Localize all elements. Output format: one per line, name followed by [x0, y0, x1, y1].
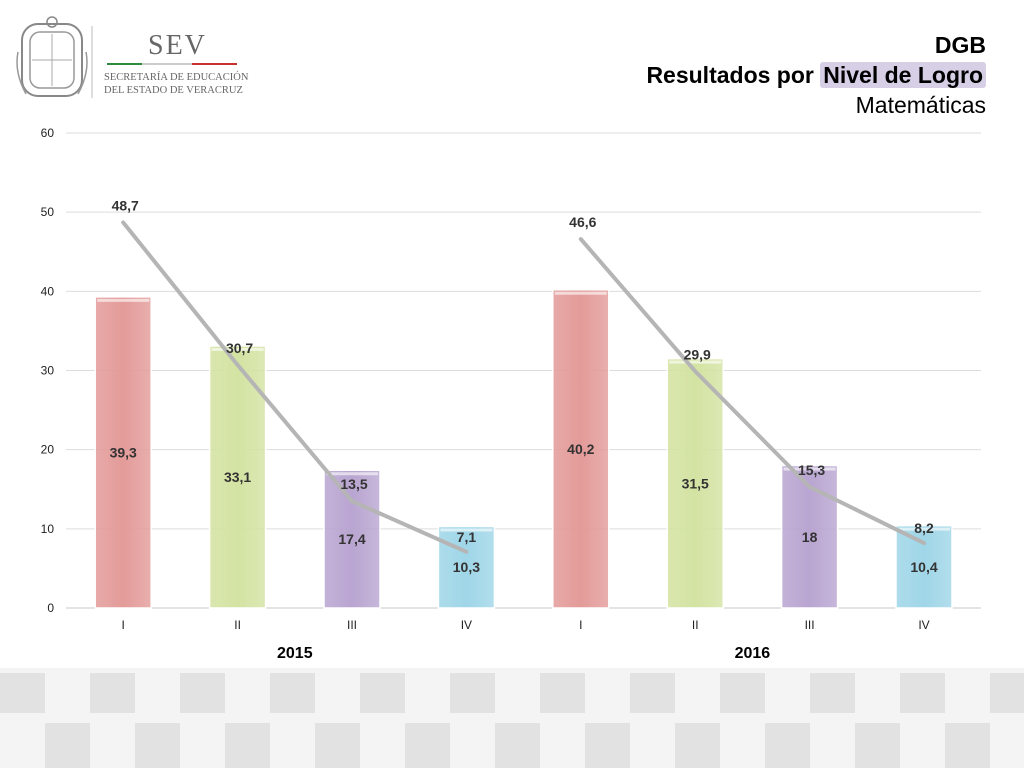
bar-2015-I — [94, 296, 152, 609]
label-layer: 39,3I33,1II17,4III10,3IV48,730,713,57,12… — [110, 197, 938, 662]
line-value-label: 30,7 — [226, 340, 253, 356]
x-tick-label: I — [122, 618, 125, 632]
footer-decoration — [0, 668, 1024, 768]
bar-2015-III — [323, 469, 381, 609]
y-tick-label: 40 — [41, 284, 55, 298]
y-tick-label: 20 — [41, 443, 55, 457]
group-label-2015: 2015 — [277, 645, 313, 662]
bar-layer — [94, 289, 953, 609]
bar-highlight — [97, 298, 150, 302]
bar-value-label: 40,2 — [567, 441, 594, 457]
bar-value-label: 17,4 — [338, 531, 365, 547]
line-value-label: 8,2 — [914, 520, 934, 536]
logo-text: SEV — [148, 30, 207, 61]
title-results: Resultados por Nivel de Logro — [646, 60, 986, 90]
x-tick-label: II — [234, 618, 241, 632]
bar-highlight — [211, 347, 264, 351]
bar-highlight — [440, 528, 493, 532]
logo-subtitle-line1: SECRETARÍA DE EDUCACIÓN — [104, 71, 249, 83]
line-value-label: 7,1 — [457, 529, 477, 545]
title-subject: Matemáticas — [855, 92, 986, 118]
y-tick-label: 30 — [41, 364, 55, 378]
x-tick-label: II — [692, 618, 699, 632]
bar-highlight — [898, 527, 950, 531]
bar-2016-II — [666, 357, 724, 609]
y-tick-label: 50 — [41, 205, 55, 219]
title-dgb: DGB — [934, 32, 986, 58]
bar-value-label: 10,4 — [910, 559, 937, 575]
bar-value-label: 18 — [802, 529, 818, 545]
y-tick-label: 0 — [47, 601, 54, 615]
title-results-prefix: Resultados por — [646, 62, 821, 88]
x-tick-label: IV — [461, 618, 472, 632]
line-layer — [121, 220, 926, 554]
bar-highlight — [554, 291, 607, 295]
grid-layer: 0 10 20 30 40 50 60 — [41, 126, 981, 615]
bar-2016-III — [780, 464, 839, 609]
group-label-2016: 2016 — [735, 645, 771, 662]
x-tick-label: III — [347, 618, 357, 632]
x-tick-label: III — [805, 618, 815, 632]
line-value-label: 13,5 — [340, 476, 367, 492]
bar-value-label: 33,1 — [224, 469, 251, 485]
line-value-label: 48,7 — [112, 197, 139, 213]
line-value-label: 46,6 — [569, 214, 596, 230]
line-value-label: 29,9 — [684, 346, 711, 362]
x-tick-label: I — [579, 618, 582, 632]
veracruz-shield-icon — [16, 16, 88, 97]
line-value-label: 15,3 — [798, 462, 825, 478]
line-series-2015 — [121, 220, 469, 554]
bar-2016-I — [552, 289, 610, 609]
line-series-2016 — [578, 237, 926, 546]
y-tick-label: 10 — [41, 522, 55, 536]
bar-highlight — [669, 360, 722, 364]
sev-logo: SEV SECRETARÍA DE EDUCACIÓN DEL ESTADO D… — [16, 16, 249, 98]
bar-2015-IV — [437, 525, 496, 609]
logo-subtitle-line2: DEL ESTADO DE VERACRUZ — [104, 85, 243, 96]
y-tick-label: 60 — [41, 126, 55, 140]
title-results-highlight: Nivel de Logro — [820, 62, 986, 88]
bar-value-label: 31,5 — [682, 475, 709, 491]
bar-value-label: 10,3 — [453, 559, 480, 575]
slide-title: DGB Resultados por Nivel de Logro Matemá… — [646, 30, 986, 120]
bar-2016-IV — [895, 524, 953, 609]
x-tick-label: IV — [918, 618, 929, 632]
bar-value-label: 39,3 — [110, 444, 137, 460]
bar-highlight — [783, 467, 836, 471]
bar-highlight — [326, 472, 378, 476]
